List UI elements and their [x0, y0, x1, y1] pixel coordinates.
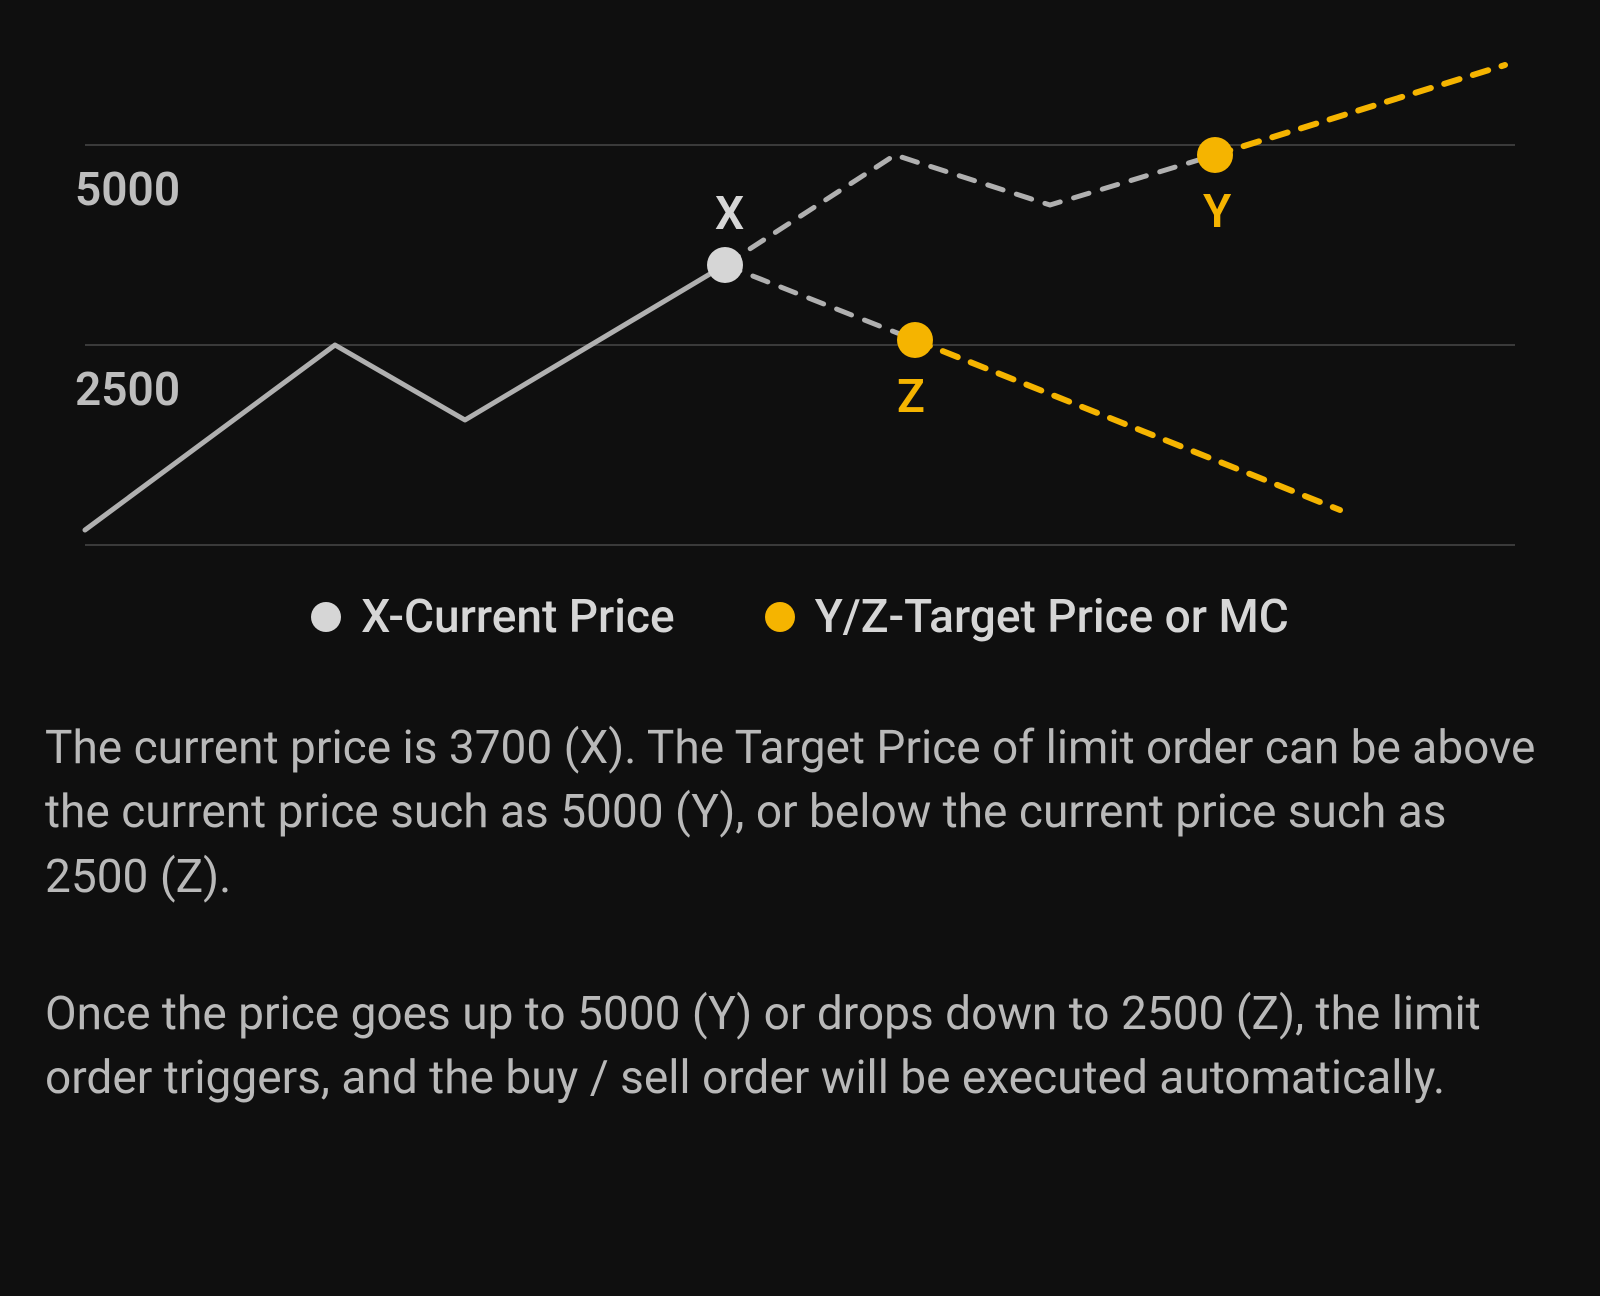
- y-axis-label: 2500: [75, 363, 180, 417]
- legend-dot-current-icon: [311, 602, 341, 632]
- legend-label-current: X-Current Price: [361, 590, 674, 644]
- legend-label-target: Y/Z-Target Price or MC: [815, 590, 1289, 644]
- chart-legend: X-Current Price Y/Z-Target Price or MC: [0, 590, 1600, 644]
- point-label-x: X: [715, 187, 744, 241]
- price-chart: 50002500XYZ: [85, 40, 1515, 540]
- explanation-paragraph-2: Once the price goes up to 5000 (Y) or dr…: [45, 982, 1555, 1111]
- limit-order-explainer: 5000 2500 X Y Z X-Current Price Y/Z-Target P…: [0, 0, 1600, 1296]
- legend-dot-target-icon: [765, 602, 795, 632]
- legend-item-current: X-Current Price: [311, 590, 674, 644]
- explanation-paragraph-1: The current price is 3700 (X). The Targe…: [45, 716, 1555, 909]
- chart-svg: [85, 40, 1515, 540]
- legend-item-target: Y/Z-Target Price or MC: [765, 590, 1289, 644]
- point-label-z: Z: [897, 370, 925, 424]
- point-label-y: Y: [1203, 185, 1231, 239]
- y-axis-label: 5000: [75, 163, 180, 217]
